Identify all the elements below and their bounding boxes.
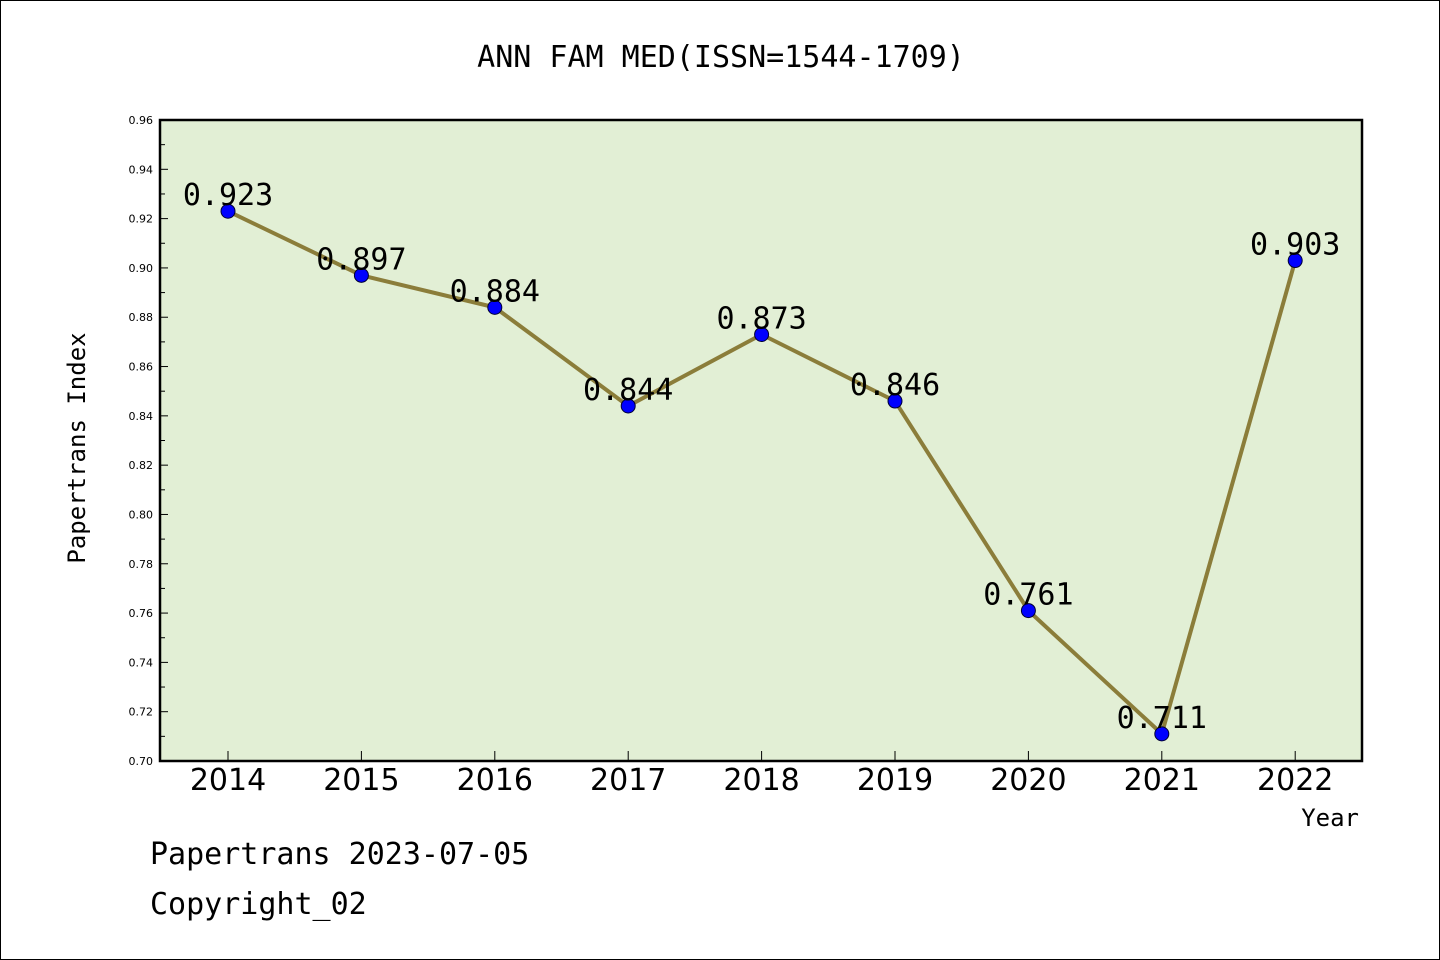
data-label: 0.846: [850, 368, 940, 403]
data-label: 0.897: [316, 242, 406, 277]
y-axis: 0.70 0.72 0.74 0.76 0.78 0.80 0.82 0.84 0.86 0.88…: [129, 114, 168, 768]
y-tick-label: 0.96: [129, 114, 154, 127]
x-tick-label: 2020: [990, 763, 1066, 798]
data-point: [1154, 726, 1170, 742]
x-tick-label: 2015: [323, 763, 399, 798]
y-tick-label: 0.94: [129, 163, 154, 176]
plot-area: [158, 118, 1364, 763]
y-tick-label: 0.84: [129, 410, 154, 423]
x-tick-label: 2014: [190, 763, 266, 798]
y-tick-label: 0.70: [129, 755, 154, 768]
x-tick-label: 2021: [1124, 763, 1200, 798]
data-label: 0.873: [716, 301, 806, 336]
chart-title: ANN FAM MED(ISSN=1544-1709): [477, 40, 965, 75]
x-tick-label: 2019: [857, 763, 933, 798]
y-tick-label: 0.86: [129, 361, 154, 374]
x-tick-label: 2018: [723, 763, 799, 798]
y-tick-label: 0.76: [129, 607, 154, 620]
y-tick-label: 0.90: [129, 262, 154, 275]
data-label: 0.903: [1250, 228, 1340, 263]
data-point: [1287, 253, 1303, 269]
y-axis-label: Papertrans Index: [63, 332, 91, 563]
data-point: [620, 398, 636, 414]
data-point: [220, 203, 236, 219]
y-tick-label: 0.82: [129, 459, 154, 472]
data-label: 0.761: [983, 578, 1073, 613]
x-tick-label: 2016: [457, 763, 533, 798]
y-tick-label: 0.72: [129, 706, 154, 719]
x-tick-label: 2022: [1257, 763, 1333, 798]
footer-date: Papertrans 2023-07-05: [150, 837, 529, 872]
series-group: 0.923 0.897 0.884 0.844 0.873 0.846 0.761 0.711…: [183, 178, 1340, 742]
footer-copyright: Copyright_02: [150, 887, 367, 922]
data-label: 0.923: [183, 178, 273, 213]
y-tick-label: 0.92: [129, 213, 154, 226]
y-tick-label: 0.80: [129, 508, 154, 521]
data-point: [1020, 603, 1036, 619]
y-tick-label: 0.78: [129, 558, 154, 571]
data-label: 0.711: [1117, 701, 1207, 736]
y-tick-label: 0.88: [129, 311, 154, 324]
data-point: [887, 393, 903, 409]
data-point: [353, 267, 369, 283]
x-tick-label: 2017: [590, 763, 666, 798]
data-point: [754, 326, 770, 342]
x-axis: 2014 2015 2016 2017 2018 2019 2020 2021 2022: [190, 751, 1333, 798]
y-tick-label: 0.74: [129, 656, 154, 669]
data-point: [487, 299, 503, 315]
x-axis-label: Year: [1301, 804, 1359, 832]
data-label: 0.844: [583, 373, 673, 408]
data-label: 0.884: [450, 274, 540, 309]
